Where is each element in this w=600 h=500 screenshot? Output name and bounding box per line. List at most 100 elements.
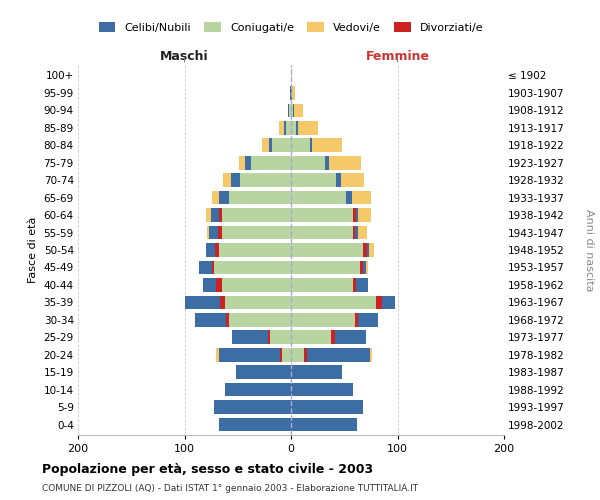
Bar [352, 191, 371, 204]
Text: COMUNE DI PIZZOLI (AQ) - Dati ISTAT 1° gennaio 2003 - Elaborazione TUTTITALIA.IT: COMUNE DI PIZZOLI (AQ) - Dati ISTAT 1° g… [42, 484, 418, 493]
Bar [222, 226, 291, 239]
Bar [291, 86, 292, 100]
Bar [291, 260, 360, 274]
Bar [245, 156, 251, 170]
Bar [291, 156, 325, 170]
Bar [195, 313, 229, 326]
Bar [358, 208, 371, 222]
Bar [291, 226, 353, 239]
Bar [329, 156, 361, 170]
Bar [229, 191, 291, 204]
Bar [291, 383, 353, 396]
Bar [291, 348, 304, 362]
Bar [217, 278, 222, 291]
Bar [220, 296, 225, 309]
Text: Maschi: Maschi [160, 50, 209, 64]
Bar [199, 260, 214, 274]
Y-axis label: Fasce di età: Fasce di età [28, 217, 38, 283]
Bar [376, 296, 382, 309]
Bar [291, 104, 293, 117]
Bar [280, 348, 283, 362]
Bar [279, 121, 284, 134]
Bar [215, 243, 218, 257]
Bar [365, 260, 368, 274]
Bar [376, 296, 395, 309]
Bar [313, 138, 342, 152]
Bar [272, 138, 291, 152]
Bar [207, 226, 209, 239]
Bar [291, 330, 331, 344]
Bar [206, 208, 211, 222]
Y-axis label: Anni di nascita: Anni di nascita [584, 209, 595, 291]
Bar [294, 104, 303, 117]
Bar [364, 243, 369, 257]
Bar [290, 86, 291, 100]
Bar [206, 243, 218, 257]
Bar [353, 208, 356, 222]
Bar [229, 313, 291, 326]
Bar [268, 330, 270, 344]
Bar [209, 226, 222, 239]
Bar [331, 330, 365, 344]
Bar [369, 243, 374, 257]
Bar [304, 348, 307, 362]
Bar [226, 313, 229, 326]
Bar [358, 226, 367, 239]
Bar [214, 260, 291, 274]
Bar [353, 278, 356, 291]
Bar [185, 296, 225, 309]
Bar [218, 418, 291, 432]
Bar [346, 191, 352, 204]
Bar [291, 366, 342, 379]
Bar [293, 104, 294, 117]
Bar [218, 191, 229, 204]
Bar [353, 226, 355, 239]
Bar [310, 138, 313, 152]
Bar [341, 174, 364, 187]
Bar [214, 400, 291, 414]
Bar [286, 121, 291, 134]
Bar [360, 260, 364, 274]
Bar [291, 243, 364, 257]
Bar [353, 226, 358, 239]
Bar [225, 383, 291, 396]
Bar [296, 121, 298, 134]
Text: Femmine: Femmine [365, 50, 430, 64]
Bar [283, 348, 291, 362]
Bar [203, 278, 222, 291]
Bar [236, 366, 291, 379]
Bar [211, 208, 222, 222]
Bar [225, 296, 291, 309]
Bar [292, 86, 295, 100]
Bar [217, 348, 218, 362]
Bar [288, 104, 289, 117]
Bar [218, 226, 222, 239]
Bar [291, 121, 296, 134]
Bar [232, 330, 270, 344]
Bar [291, 208, 353, 222]
Bar [364, 243, 367, 257]
Bar [239, 156, 245, 170]
Bar [370, 348, 372, 362]
Bar [353, 208, 358, 222]
Bar [304, 348, 370, 362]
Bar [291, 138, 310, 152]
Bar [336, 174, 341, 187]
Bar [291, 174, 336, 187]
Bar [291, 400, 364, 414]
Legend: Celibi/Nubili, Coniugati/e, Vedovi/e, Divorziati/e: Celibi/Nubili, Coniugati/e, Vedovi/e, Di… [99, 22, 483, 33]
Text: Popolazione per età, sesso e stato civile - 2003: Popolazione per età, sesso e stato civil… [42, 462, 373, 475]
Bar [218, 243, 291, 257]
Bar [291, 313, 355, 326]
Bar [284, 121, 286, 134]
Bar [291, 68, 292, 82]
Bar [222, 278, 291, 291]
Bar [223, 174, 232, 187]
Bar [212, 260, 214, 274]
Bar [298, 121, 317, 134]
Bar [262, 138, 269, 152]
Bar [269, 138, 272, 152]
Bar [355, 313, 379, 326]
Bar [222, 208, 291, 222]
Bar [218, 348, 283, 362]
